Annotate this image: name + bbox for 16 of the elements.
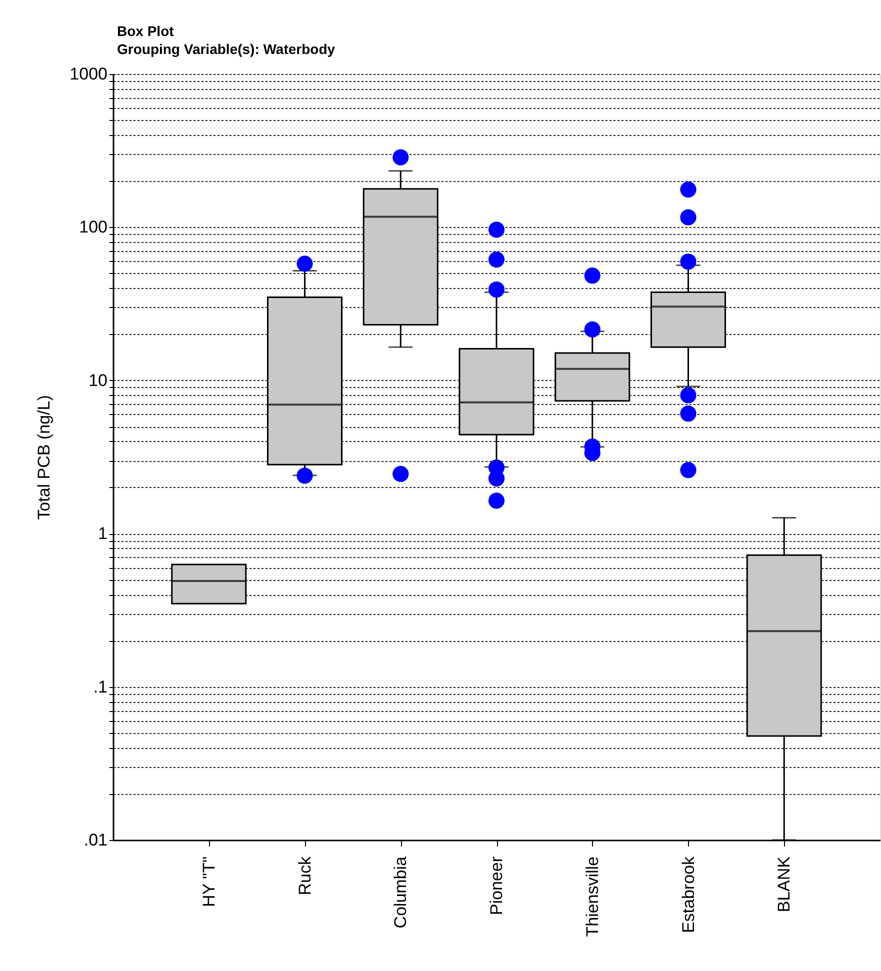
x-tick-label: Thiensville <box>582 856 602 937</box>
y-tick-label: .1 <box>93 677 108 696</box>
x-tick-label: Pioneer <box>487 856 506 916</box>
y-tick-label: 100 <box>79 218 108 237</box>
y-axis-title: Total PCB (ng/L) <box>34 395 54 520</box>
x-tick-label: Estabrook <box>678 856 698 934</box>
x-tick-label: BLANK <box>774 856 794 912</box>
x-tick-label: HY "T" <box>199 856 218 907</box>
y-tick-label: 1 <box>98 524 108 544</box>
y-tick-label: 10 <box>88 370 108 390</box>
chart-title: Box Plot <box>117 23 174 39</box>
chart-subtitle: Grouping Variable(s): Waterbody <box>117 41 336 57</box>
y-tick-label: 1000 <box>70 64 108 84</box>
x-tick-label: Ruck <box>295 856 314 896</box>
y-tick-label: .01 <box>84 830 108 850</box>
x-tick-label: Columbia <box>391 856 410 928</box>
